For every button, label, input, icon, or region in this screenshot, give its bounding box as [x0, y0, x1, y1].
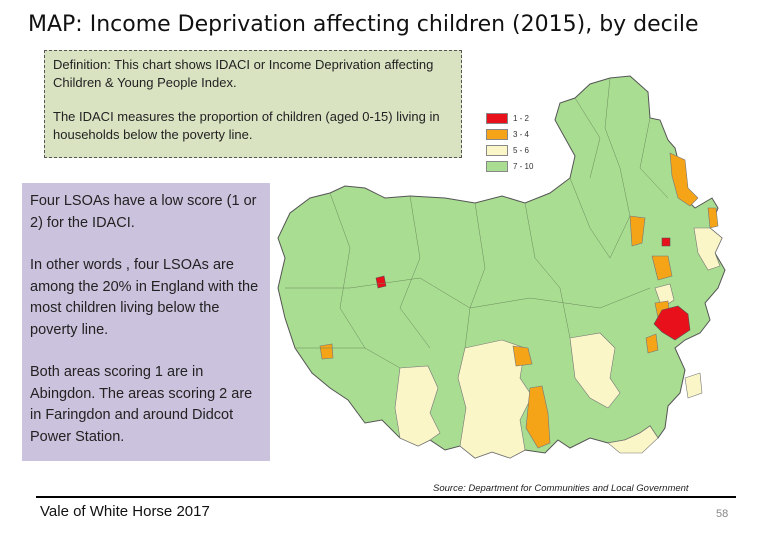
- footer-text: Vale of White Horse 2017: [40, 503, 210, 520]
- source-note: Source: Department for Communities and L…: [433, 483, 689, 494]
- idaci-explanation-text: The IDACI measures the proportion of chi…: [53, 109, 440, 142]
- legend-item: 7 - 10: [486, 158, 556, 174]
- decile-3-4-area: [651, 255, 673, 281]
- decile-5-6-area: [654, 283, 675, 309]
- legend-label: 1 - 2: [513, 113, 530, 123]
- legend-swatch: [486, 112, 508, 124]
- page-number: 58: [716, 508, 729, 520]
- summary-box: Four LSOAs have a low score (1 or 2) for…: [22, 183, 270, 461]
- decile-1-2-area: [653, 305, 691, 341]
- decile-5-6-area: [684, 372, 703, 399]
- legend-item: 1 - 2: [486, 110, 556, 126]
- legend-label: 5 - 6: [513, 145, 530, 155]
- decile-3-4-area: [629, 215, 646, 247]
- legend-swatch: [486, 128, 508, 140]
- legend-item: 3 - 4: [486, 126, 556, 142]
- decile-5-6-area: [394, 365, 441, 447]
- legend-label: 3 - 4: [513, 129, 530, 139]
- summary-paragraph: Both areas scoring 1 are in Abingdon. Th…: [30, 364, 253, 445]
- legend-label: 7 - 10: [513, 161, 534, 171]
- decile-3-4-area: [707, 207, 719, 229]
- decile-5-6-area: [607, 425, 659, 454]
- decile-5-6-area: [569, 332, 621, 409]
- decile-3-4-area: [319, 343, 334, 360]
- footer-divider: [36, 496, 736, 498]
- summary-paragraph: Four LSOAs have a low score (1 or 2) for…: [30, 193, 257, 231]
- legend-item: 5 - 6: [486, 142, 556, 158]
- decile-1-2-area: [661, 237, 671, 247]
- decile-3-4-area: [512, 345, 533, 367]
- decile-3-4-area: [669, 152, 699, 207]
- legend-swatch: [486, 160, 508, 172]
- decile-5-6-area: [693, 227, 723, 271]
- summary-paragraph: In other words , four LSOAs are among th…: [30, 257, 259, 338]
- map-legend: 1 - 2 3 - 4 5 - 6 7 - 10: [486, 110, 556, 174]
- legend-swatch: [486, 144, 508, 156]
- decile-1-2-area: [375, 275, 387, 289]
- decile-3-4-area: [525, 385, 551, 449]
- page-title: MAP: Income Deprivation affecting childr…: [28, 12, 699, 37]
- idaci-decile-map: [270, 48, 740, 478]
- definition-text: Definition: This chart shows IDACI or In…: [53, 57, 434, 90]
- decile-3-4-area: [645, 333, 659, 354]
- definition-box: Definition: This chart shows IDACI or In…: [44, 50, 462, 158]
